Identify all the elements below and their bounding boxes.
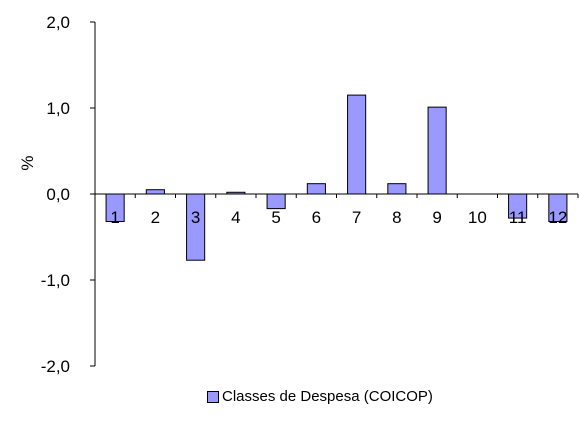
bar-11: [508, 193, 528, 219]
x-tick-label: 4: [231, 208, 240, 227]
x-tick-label: 1: [110, 208, 119, 227]
x-tick-label: 11: [509, 208, 527, 227]
y-tick-label: -2,0: [41, 357, 70, 376]
x-tick-label: 2: [151, 208, 160, 227]
x-tick-label: 5: [271, 208, 280, 227]
x-tick-label: 10: [468, 208, 487, 227]
y-tick-label: 1,0: [46, 99, 70, 118]
bar-12: [548, 193, 568, 223]
x-tick-labels: 1 2 3 4 5 6 7 8 9 10 11 12: [110, 208, 567, 227]
x-tick-label: 6: [312, 208, 321, 227]
bar-3: [186, 193, 206, 261]
x-tick-label: 8: [392, 208, 401, 227]
bar-5: [266, 193, 286, 210]
x-tick-label: 7: [352, 208, 361, 227]
bar-7: [347, 94, 367, 195]
x-tick-label: 12: [548, 208, 567, 227]
bar-2: [145, 189, 165, 195]
bars: [105, 94, 579, 261]
bar-1: [105, 193, 125, 223]
y-axis-title: %: [18, 155, 37, 170]
legend-label: Classes de Despesa (COICOP): [222, 388, 433, 405]
bar-6: [306, 183, 326, 195]
x-tick-label: 3: [191, 208, 200, 227]
bar-9: [427, 106, 447, 195]
bar-4: [226, 191, 246, 195]
y-tick-label: 2,0: [46, 13, 70, 32]
bar-8: [387, 183, 407, 195]
legend-swatch: [207, 390, 219, 403]
y-tick-label: -1,0: [41, 271, 70, 290]
y-tick-label: 0,0: [46, 185, 70, 204]
x-tick-label: 9: [432, 208, 441, 227]
legend: Classes de Despesa (COICOP): [207, 388, 433, 405]
